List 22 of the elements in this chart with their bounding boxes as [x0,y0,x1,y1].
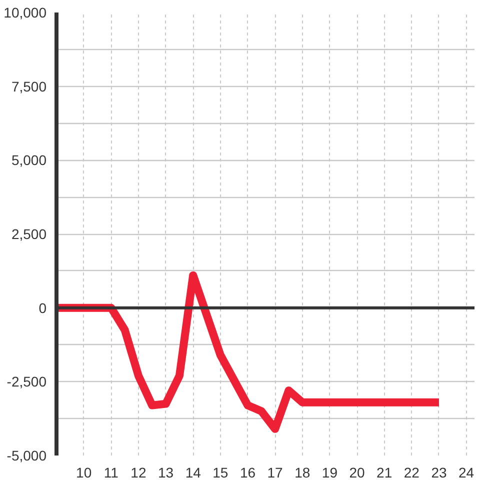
y-tick-label: 5,000 [11,152,47,168]
x-tick-label: 17 [267,464,284,480]
y-tick-label: -5,000 [6,448,47,464]
y-tick-label: 2,500 [11,226,47,242]
x-tick-label: 16 [240,464,256,480]
y-tick-label: 10,000 [4,4,47,20]
x-tick-label: 21 [376,464,392,480]
x-tick-label: 10 [76,464,92,480]
y-tick-label: -2,500 [6,374,47,390]
x-tick-label: 11 [104,464,119,480]
x-tick-label: 19 [322,464,338,480]
x-tick-label: 20 [349,464,366,480]
x-tick-label: 15 [212,464,228,480]
y-tick-label: 7,500 [11,78,47,94]
x-tick-label: 18 [294,464,310,480]
x-tick-label: 23 [431,464,447,480]
x-tick-label: 12 [130,464,146,480]
x-tick-label: 13 [158,464,174,480]
y-tick-label: 0 [38,300,47,316]
x-tick-label: 14 [185,464,202,480]
x-tick-label: 22 [404,464,420,480]
x-tick-label: 24 [458,464,474,480]
